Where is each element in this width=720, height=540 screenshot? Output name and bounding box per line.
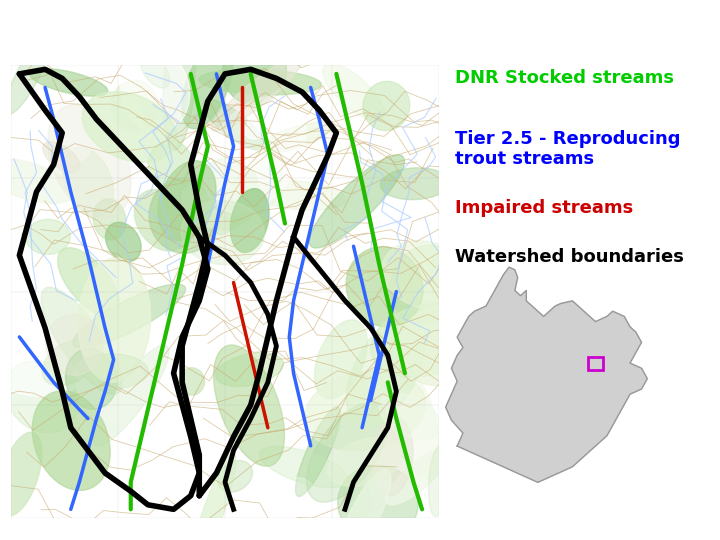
- Ellipse shape: [188, 452, 236, 540]
- Ellipse shape: [386, 449, 449, 505]
- Ellipse shape: [260, 447, 348, 488]
- Ellipse shape: [6, 37, 50, 114]
- Ellipse shape: [0, 360, 76, 396]
- Ellipse shape: [148, 140, 194, 193]
- Ellipse shape: [0, 432, 42, 516]
- Ellipse shape: [30, 69, 108, 96]
- Ellipse shape: [246, 78, 318, 139]
- Ellipse shape: [215, 170, 256, 235]
- Ellipse shape: [307, 402, 388, 502]
- Ellipse shape: [106, 222, 141, 262]
- Ellipse shape: [372, 417, 413, 496]
- Ellipse shape: [204, 97, 306, 212]
- Ellipse shape: [48, 105, 131, 218]
- Ellipse shape: [230, 188, 269, 252]
- Ellipse shape: [149, 178, 220, 253]
- Ellipse shape: [182, 180, 225, 227]
- Ellipse shape: [121, 50, 190, 133]
- Ellipse shape: [199, 69, 321, 95]
- Ellipse shape: [398, 306, 478, 386]
- Ellipse shape: [203, 99, 264, 150]
- Ellipse shape: [42, 339, 96, 386]
- Text: Impaired streams: Impaired streams: [455, 199, 634, 217]
- Ellipse shape: [58, 248, 120, 316]
- Ellipse shape: [310, 155, 405, 248]
- Ellipse shape: [328, 438, 403, 487]
- Ellipse shape: [343, 476, 371, 520]
- Ellipse shape: [181, 42, 233, 129]
- Ellipse shape: [249, 141, 283, 213]
- Ellipse shape: [32, 391, 110, 490]
- Ellipse shape: [317, 176, 348, 254]
- Polygon shape: [446, 267, 647, 482]
- Ellipse shape: [140, 55, 170, 88]
- Ellipse shape: [163, 17, 196, 150]
- Ellipse shape: [97, 95, 143, 170]
- Ellipse shape: [339, 470, 391, 540]
- Ellipse shape: [78, 258, 150, 382]
- Ellipse shape: [110, 80, 158, 131]
- Text: DNR Stocked streams: DNR Stocked streams: [455, 69, 675, 87]
- Ellipse shape: [338, 465, 418, 540]
- Ellipse shape: [26, 219, 71, 254]
- Ellipse shape: [66, 348, 117, 409]
- Ellipse shape: [216, 353, 284, 387]
- Ellipse shape: [63, 147, 114, 217]
- Ellipse shape: [42, 141, 80, 173]
- Ellipse shape: [218, 461, 253, 492]
- Ellipse shape: [323, 63, 384, 122]
- Ellipse shape: [181, 200, 264, 265]
- Text: Watershed boundaries: Watershed boundaries: [455, 248, 684, 266]
- Ellipse shape: [346, 247, 423, 327]
- Text: Tier 2.5 - Reproducing
trout streams: Tier 2.5 - Reproducing trout streams: [455, 130, 681, 168]
- Ellipse shape: [45, 314, 103, 375]
- Ellipse shape: [41, 287, 122, 394]
- Ellipse shape: [305, 371, 426, 450]
- Ellipse shape: [346, 314, 426, 426]
- Ellipse shape: [256, 122, 333, 154]
- Ellipse shape: [135, 190, 189, 251]
- Ellipse shape: [192, 158, 259, 230]
- Ellipse shape: [73, 284, 186, 348]
- Ellipse shape: [363, 82, 410, 131]
- Ellipse shape: [268, 477, 321, 540]
- Ellipse shape: [371, 303, 481, 377]
- Ellipse shape: [74, 354, 148, 389]
- Ellipse shape: [0, 159, 74, 204]
- Ellipse shape: [315, 320, 367, 399]
- Ellipse shape: [387, 366, 439, 478]
- Ellipse shape: [390, 245, 463, 323]
- Ellipse shape: [428, 446, 446, 516]
- Ellipse shape: [382, 241, 470, 309]
- Ellipse shape: [295, 407, 341, 496]
- Ellipse shape: [93, 199, 126, 240]
- Ellipse shape: [8, 129, 79, 200]
- Ellipse shape: [212, 56, 302, 131]
- Ellipse shape: [214, 345, 284, 466]
- Ellipse shape: [222, 37, 287, 105]
- Ellipse shape: [253, 180, 346, 211]
- Ellipse shape: [21, 114, 94, 167]
- Ellipse shape: [94, 345, 169, 446]
- Ellipse shape: [5, 360, 78, 433]
- Bar: [588, 356, 603, 369]
- Ellipse shape: [158, 161, 216, 241]
- Ellipse shape: [379, 393, 441, 440]
- Ellipse shape: [380, 168, 449, 200]
- Ellipse shape: [179, 368, 204, 395]
- Text: Example of scale differences: Example of scale differences: [11, 20, 461, 48]
- Ellipse shape: [82, 92, 177, 163]
